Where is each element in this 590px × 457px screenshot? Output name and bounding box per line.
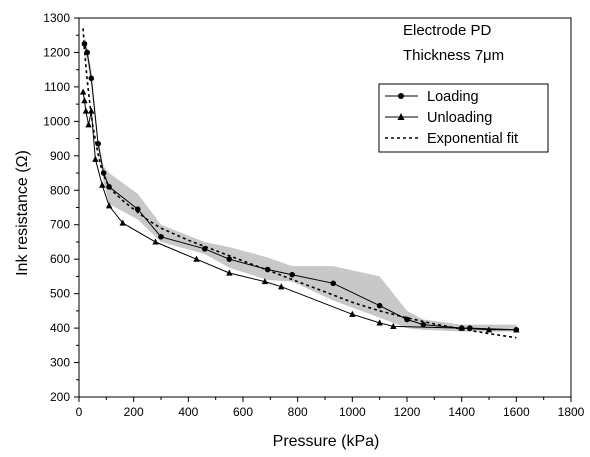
legend-marker-unloading (397, 113, 405, 120)
legend: Loading Unloading Exponential fit (378, 83, 549, 153)
y-tick-label: 900 (50, 149, 70, 163)
data-point-loading (226, 256, 233, 262)
axes: 0 200 400 600 800 1000 1200 1400 1600 1800 200 300 4… (43, 11, 584, 419)
x-tick-label: 1200 (394, 405, 421, 419)
x-tick-label: 0 (76, 405, 83, 419)
legend-label-loading: Loading (427, 89, 479, 105)
data-point-unloading (278, 283, 285, 290)
plot-frame (78, 17, 572, 398)
y-tick-label: 500 (50, 287, 70, 301)
y-tick-label: 1200 (43, 45, 70, 59)
data-point-unloading (99, 181, 106, 188)
y-tick-label: 600 (50, 252, 70, 266)
legend-marker-loading (398, 93, 404, 99)
data-point-loading (134, 206, 141, 213)
legend-item-unloading: Unloading (385, 110, 492, 126)
data-point-unloading (85, 121, 92, 128)
data-point-unloading (513, 326, 520, 333)
series-line-exponential-fit (82, 28, 517, 339)
data-point-unloading (485, 326, 493, 333)
data-point-loading (376, 302, 383, 309)
data-point-loading (88, 75, 95, 82)
x-tick-label: 200 (124, 405, 144, 419)
data-point-unloading (152, 238, 159, 245)
data-point-unloading (390, 322, 397, 329)
series-layer (79, 28, 520, 339)
x-tick-label: 400 (178, 405, 198, 419)
x-tick-label: 600 (233, 405, 253, 419)
data-point-unloading (82, 107, 90, 114)
data-point-loading (330, 280, 337, 287)
y-tick-label: 300 (50, 356, 70, 370)
x-tick-label: 1800 (558, 405, 585, 419)
data-point-loading (420, 321, 427, 328)
data-point-unloading (349, 310, 356, 317)
data-point-unloading (376, 319, 383, 326)
data-point-loading (95, 140, 101, 147)
y-tick-label: 1000 (43, 114, 70, 128)
x-axis-title: Pressure (kPa) (273, 433, 380, 450)
data-point-unloading (105, 202, 113, 209)
data-point-loading (84, 49, 90, 56)
legend-box (378, 83, 549, 153)
data-point-unloading (88, 107, 95, 114)
legend-label-unloading: Unloading (427, 110, 492, 126)
data-point-unloading (92, 155, 99, 162)
data-point-unloading (81, 97, 88, 104)
x-tick-label: 1400 (448, 405, 475, 419)
y-tick-label: 1100 (44, 80, 70, 94)
y-axis-title: Ink resistance (Ω) (14, 150, 31, 276)
y-tick-label: 1300 (43, 11, 70, 25)
data-point-unloading (119, 219, 126, 226)
y-tick-label: 800 (50, 183, 70, 197)
y-tick-label: 200 (50, 390, 70, 404)
data-point-unloading (226, 269, 233, 276)
data-point-unloading (193, 255, 200, 262)
legend-item-exponential-fit: Exponential fit (385, 131, 518, 147)
x-tick-label: 1000 (339, 405, 366, 419)
band-area (84, 35, 517, 332)
data-point-loading (289, 271, 296, 278)
y-tick-label: 400 (50, 321, 70, 335)
annotation-electrode: Electrode PD (403, 22, 492, 39)
data-point-loading (81, 41, 88, 47)
variability-band (84, 35, 517, 332)
x-tick-label: 1600 (503, 405, 530, 419)
legend-label-exponential-fit: Exponential fit (427, 131, 518, 147)
x-tick-label: 800 (288, 405, 308, 419)
data-point-unloading (261, 278, 269, 285)
annotation-thickness: Thickness 7μm (403, 47, 504, 64)
y-tick-label: 700 (50, 218, 70, 232)
data-point-loading (158, 233, 164, 240)
data-point-unloading (79, 88, 87, 95)
legend-item-loading: Loading (385, 89, 479, 105)
